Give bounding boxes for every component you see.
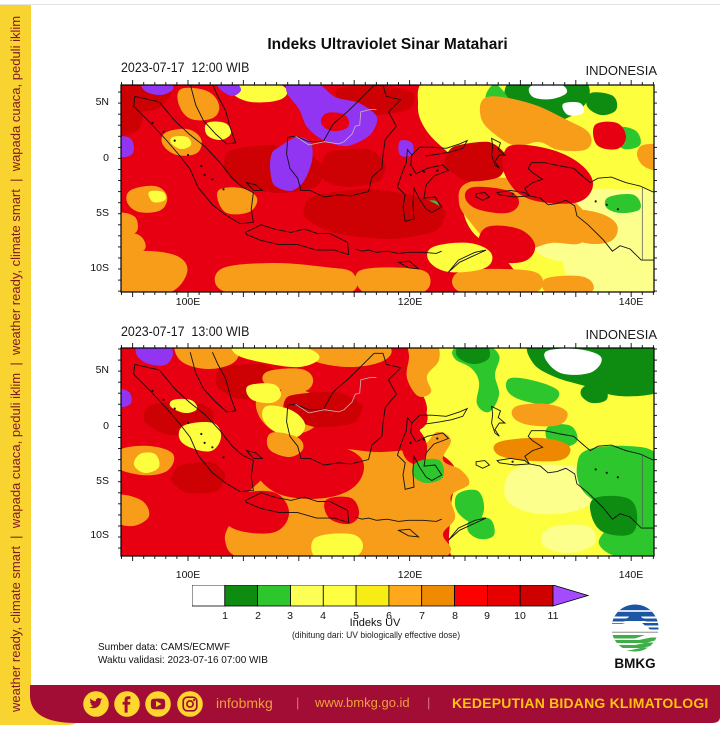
svg-text:BMKG: BMKG xyxy=(614,656,655,671)
